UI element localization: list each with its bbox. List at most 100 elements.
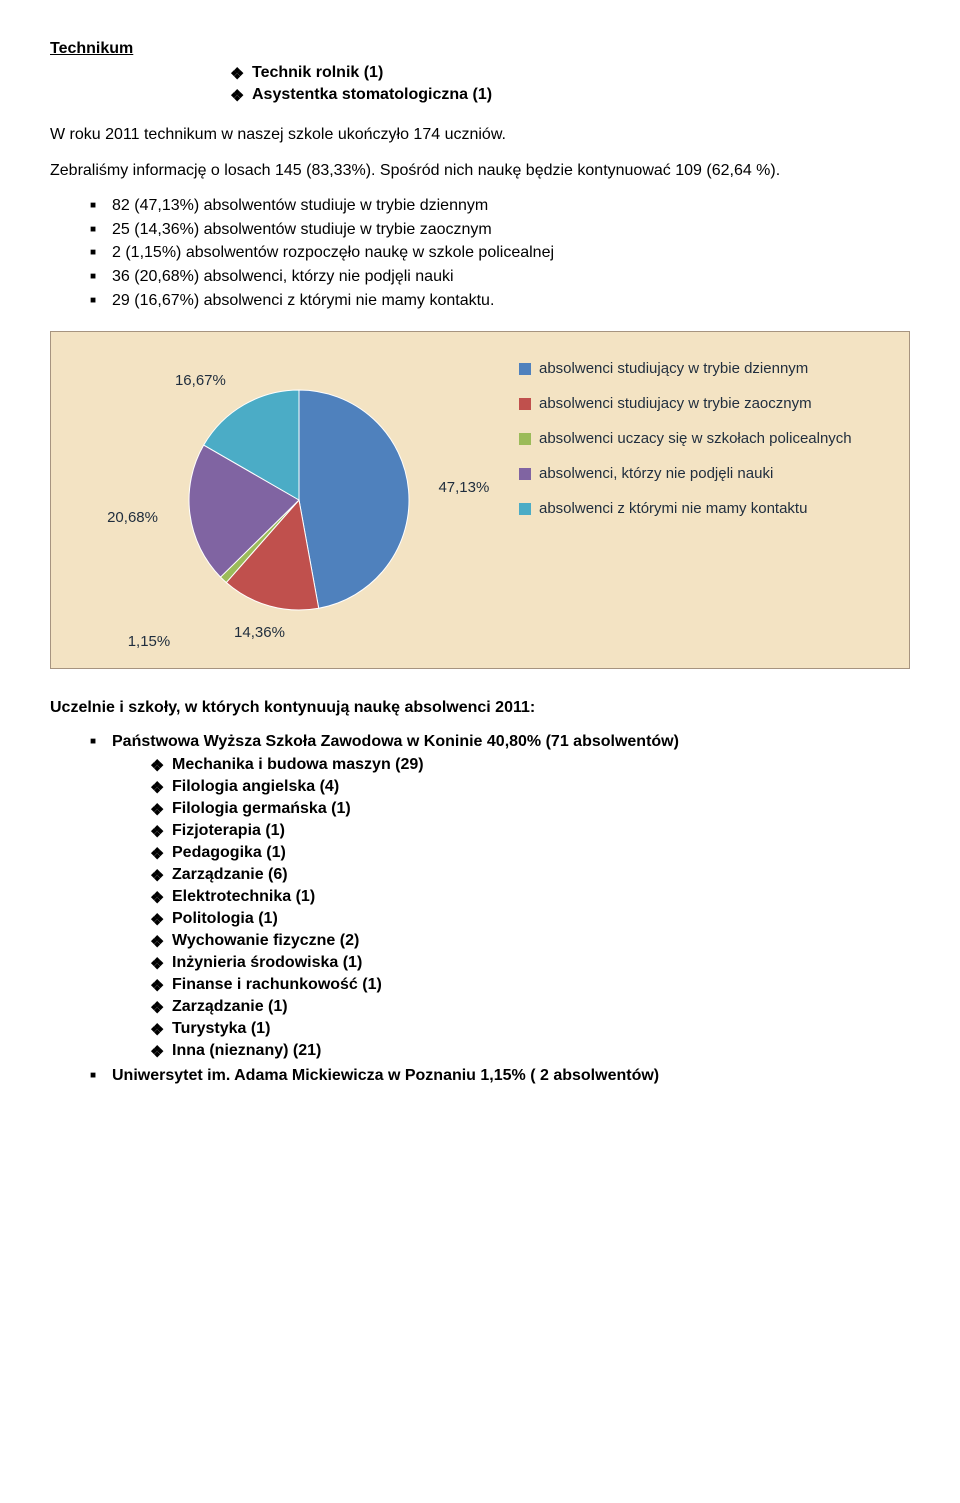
list-item-text: 29 (16,67%) absolwenci z którymi nie mam… [112, 290, 494, 312]
course-sublist: ❖Mechanika i budowa maszyn (29)❖Filologi… [150, 756, 910, 1062]
legend-swatch [519, 398, 531, 410]
list-item-text: Filologia angielska (4) [172, 778, 339, 796]
list-item-text: Finanse i rachunkowość (1) [172, 976, 382, 994]
chart-data-label: 47,13% [438, 479, 489, 496]
legend-item: absolwenci studiujący w trybie dziennym [519, 360, 852, 377]
legend-swatch [519, 363, 531, 375]
list-item: ❖Wychowanie fizyczne (2) [150, 932, 910, 952]
legend-label: absolwenci uczacy się w szkołach policea… [539, 430, 852, 447]
diamond-icon: ❖ [150, 1042, 172, 1062]
list-item: ❖Fizjoterapia (1) [150, 822, 910, 842]
legend-label: absolwenci studiujacy w trybie zaocznym [539, 395, 812, 412]
square-icon: ■ [90, 1065, 112, 1083]
diamond-icon: ❖ [150, 888, 172, 908]
diamond-icon: ❖ [150, 998, 172, 1018]
chart-data-label: 16,67% [175, 372, 226, 389]
legend-swatch [519, 503, 531, 515]
square-icon: ■ [90, 290, 112, 308]
legend-item: absolwenci z którymi nie mamy kontaktu [519, 500, 852, 517]
paragraph: W roku 2011 technikum w naszej szkole uk… [50, 124, 910, 146]
list-item: ❖Finanse i rachunkowość (1) [150, 976, 910, 996]
university-list: ■ Uniwersytet im. Adama Mickiewicza w Po… [90, 1065, 910, 1087]
legend-item: absolwenci, którzy nie podjęli nauki [519, 465, 852, 482]
list-item-text: Uniwersytet im. Adama Mickiewicza w Pozn… [112, 1065, 659, 1087]
diamond-icon: ❖ [150, 866, 172, 886]
paragraph: Zebraliśmy informację o losach 145 (83,3… [50, 160, 910, 182]
list-item-text: Technik rolnik (1) [252, 64, 383, 82]
diamond-icon: ❖ [150, 954, 172, 974]
list-item: ■29 (16,67%) absolwenci z którymi nie ma… [90, 290, 910, 312]
diamond-icon: ❖ [150, 800, 172, 820]
square-icon: ■ [90, 266, 112, 284]
list-item-text: Turystyka (1) [172, 1020, 270, 1038]
chart-data-label: 1,15% [128, 633, 171, 650]
list-item-text: Pedagogika (1) [172, 844, 286, 862]
list-item-text: Fizjoterapia (1) [172, 822, 285, 840]
university-list: ■ Państwowa Wyższa Szkoła Zawodowa w Kon… [90, 731, 910, 753]
list-item: ■ Państwowa Wyższa Szkoła Zawodowa w Kon… [90, 731, 910, 753]
list-item: ■25 (14,36%) absolwentów studiuje w tryb… [90, 219, 910, 241]
list-item-text: Elektrotechnika (1) [172, 888, 315, 906]
section-title: Uczelnie i szkoły, w których kontynuują … [50, 699, 910, 717]
diamond-icon: ❖ [150, 778, 172, 798]
list-item: ❖Zarządzanie (1) [150, 998, 910, 1018]
list-item-text: Inżynieria środowiska (1) [172, 954, 362, 972]
list-item: ❖Turystyka (1) [150, 1020, 910, 1040]
diamond-icon: ❖ [230, 64, 252, 84]
legend-label: absolwenci, którzy nie podjęli nauki [539, 465, 773, 482]
chart-legend: absolwenci studiujący w trybie dziennym a… [519, 350, 852, 650]
list-item-text: Zarządzanie (6) [172, 866, 288, 884]
list-item-text: Politologia (1) [172, 910, 278, 928]
list-item: ❖Inna (nieznany) (21) [150, 1042, 910, 1062]
list-item-text: Inna (nieznany) (21) [172, 1042, 321, 1060]
diamond-icon: ❖ [150, 844, 172, 864]
legend-swatch [519, 433, 531, 445]
list-item: ❖Pedagogika (1) [150, 844, 910, 864]
pie-chart: 47,13% 14,36% 1,15% 20,68% 16,67% [69, 350, 489, 650]
square-icon: ■ [90, 219, 112, 237]
list-item: ❖Elektrotechnika (1) [150, 888, 910, 908]
list-item: ❖Inżynieria środowiska (1) [150, 954, 910, 974]
diamond-icon: ❖ [150, 976, 172, 996]
square-icon: ■ [90, 731, 112, 749]
diamond-icon: ❖ [150, 932, 172, 952]
list-item-text: Zarządzanie (1) [172, 998, 288, 1016]
diamond-icon: ❖ [150, 756, 172, 776]
square-icon: ■ [90, 195, 112, 213]
legend-item: absolwenci uczacy się w szkołach policea… [519, 430, 852, 447]
list-item-text: 82 (47,13%) absolwentów studiuje w trybi… [112, 195, 488, 217]
legend-swatch [519, 468, 531, 480]
pie-chart-container: 47,13% 14,36% 1,15% 20,68% 16,67% absolwenci… [50, 331, 910, 669]
top-bullet-list: ❖Technik rolnik (1) ❖Asystentka stomatol… [230, 64, 910, 106]
diamond-icon: ❖ [150, 910, 172, 930]
diamond-icon: ❖ [230, 86, 252, 106]
list-item-text: 2 (1,15%) absolwentów rozpoczęło naukę w… [112, 242, 554, 264]
legend-label: absolwenci studiujący w trybie dziennym [539, 360, 808, 377]
list-item: ❖Filologia angielska (4) [150, 778, 910, 798]
chart-data-label: 20,68% [107, 509, 158, 526]
legend-label: absolwenci z którymi nie mamy kontaktu [539, 500, 807, 517]
diamond-icon: ❖ [150, 822, 172, 842]
section-heading: Technikum [50, 40, 910, 58]
chart-data-label: 14,36% [234, 624, 285, 641]
list-item: ■82 (47,13%) absolwentów studiuje w tryb… [90, 195, 910, 217]
list-item: ❖Asystentka stomatologiczna (1) [230, 86, 910, 106]
list-item: ❖Politologia (1) [150, 910, 910, 930]
list-item-text: Asystentka stomatologiczna (1) [252, 86, 492, 104]
list-item-text: 36 (20,68%) absolwenci, którzy nie podję… [112, 266, 454, 288]
list-item-text: Wychowanie fizyczne (2) [172, 932, 359, 950]
square-icon: ■ [90, 242, 112, 260]
list-item-text: 25 (14,36%) absolwentów studiuje w trybi… [112, 219, 492, 241]
legend-item: absolwenci studiujacy w trybie zaocznym [519, 395, 852, 412]
list-item: ❖Technik rolnik (1) [230, 64, 910, 84]
list-item-text: Filologia germańska (1) [172, 800, 351, 818]
stats-list: ■82 (47,13%) absolwentów studiuje w tryb… [90, 195, 910, 311]
list-item: ❖Filologia germańska (1) [150, 800, 910, 820]
list-item: ❖Mechanika i budowa maszyn (29) [150, 756, 910, 776]
list-item-text: Państwowa Wyższa Szkoła Zawodowa w Konin… [112, 731, 679, 753]
list-item-text: Mechanika i budowa maszyn (29) [172, 756, 424, 774]
list-item: ■36 (20,68%) absolwenci, którzy nie podj… [90, 266, 910, 288]
list-item: ■ Uniwersytet im. Adama Mickiewicza w Po… [90, 1065, 910, 1087]
list-item: ❖Zarządzanie (6) [150, 866, 910, 886]
diamond-icon: ❖ [150, 1020, 172, 1040]
